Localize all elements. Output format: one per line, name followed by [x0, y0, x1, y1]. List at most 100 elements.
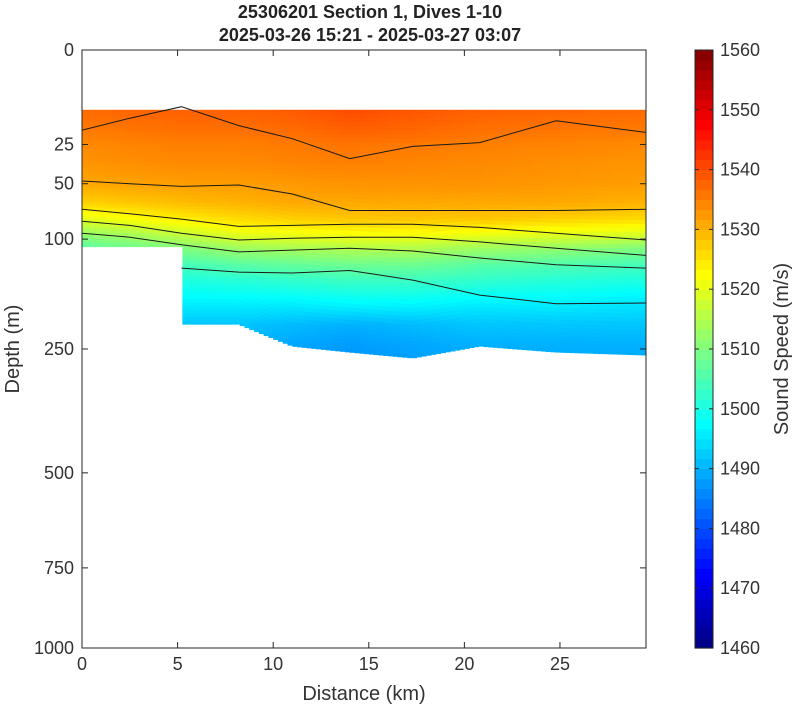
- field-cell: [158, 214, 164, 218]
- field-cell: [473, 133, 480, 139]
- field-cell: [187, 259, 193, 264]
- field-cell: [440, 178, 446, 184]
- field-cell: [392, 216, 399, 222]
- field-cell: [244, 236, 250, 242]
- field-cell: [430, 166, 437, 172]
- field-cell: [282, 140, 289, 146]
- field-cell: [96, 210, 102, 213]
- field-cell: [177, 125, 183, 129]
- field-cell: [368, 130, 375, 135]
- field-cell: [211, 209, 217, 214]
- field-cell: [206, 256, 212, 261]
- field-cell: [239, 239, 246, 244]
- field-cell: [378, 301, 384, 307]
- field-cell: [292, 176, 298, 182]
- field-cell: [402, 200, 408, 206]
- field-cell: [450, 154, 456, 159]
- field-cell: [473, 176, 480, 182]
- field-cell: [364, 109, 370, 115]
- field-cell: [120, 148, 126, 152]
- field-cell: [168, 148, 174, 152]
- field-cell: [421, 347, 427, 353]
- field-cell: [148, 178, 155, 182]
- field-cell: [215, 263, 222, 268]
- field-cell: [82, 226, 88, 229]
- field-cell: [335, 238, 341, 243]
- field-cell: [125, 194, 131, 197]
- field-cell: [306, 224, 313, 230]
- field-cell: [139, 148, 145, 152]
- field-cell: [120, 109, 126, 113]
- field-cell: [120, 123, 126, 127]
- field-cell: [220, 227, 226, 232]
- field-cell: [101, 148, 107, 152]
- field-cell: [306, 212, 313, 218]
- field-cell: [158, 125, 164, 129]
- field-cell: [411, 308, 418, 313]
- field-cell: [220, 259, 226, 264]
- field-cell: [397, 183, 403, 189]
- field-cell: [244, 178, 250, 183]
- field-cell: [182, 249, 188, 254]
- field-cell: [105, 116, 112, 120]
- field-cell: [306, 165, 313, 170]
- field-cell: [177, 112, 183, 115]
- field-cell: [311, 137, 317, 143]
- field-cell: [364, 158, 370, 164]
- field-cell: [125, 153, 131, 156]
- field-cell: [163, 212, 169, 216]
- field-cell: [416, 155, 422, 160]
- field-cell: [125, 185, 131, 188]
- field-cell: [450, 294, 456, 300]
- field-cell: [344, 339, 351, 345]
- field-cell: [239, 181, 246, 186]
- field-cell: [120, 139, 126, 143]
- field-cell: [435, 304, 442, 310]
- field-cell: [311, 193, 317, 198]
- field-cell: [134, 221, 140, 225]
- field-cell: [201, 252, 207, 257]
- field-cell: [469, 121, 475, 127]
- field-cell: [234, 199, 241, 204]
- field-cell: [86, 109, 93, 113]
- field-cell: [134, 237, 140, 241]
- field-cell: [445, 158, 451, 163]
- field-cell: [344, 258, 351, 264]
- field-cell: [163, 200, 169, 204]
- field-cell: [397, 113, 403, 119]
- field-cell: [172, 143, 179, 147]
- field-cell: [325, 333, 332, 339]
- field-cell: [234, 277, 241, 282]
- field-cell: [139, 219, 145, 223]
- field-cell: [292, 204, 298, 209]
- field-cell: [254, 180, 260, 185]
- field-cell: [454, 193, 461, 199]
- field-cell: [435, 121, 442, 127]
- field-cell: [82, 214, 88, 218]
- field-cell: [201, 199, 207, 204]
- field-cell: [153, 146, 160, 150]
- field-cell: [249, 161, 255, 166]
- field-cell: [139, 187, 145, 191]
- field-cell: [144, 180, 150, 184]
- field-cell: [82, 143, 88, 147]
- field-cell: [86, 118, 93, 122]
- field-cell: [163, 198, 169, 202]
- field-cell: [153, 175, 160, 179]
- field-cell: [177, 244, 183, 248]
- field-cell: [101, 223, 107, 227]
- field-cell: [134, 241, 140, 245]
- field-cell: [101, 175, 107, 179]
- field-cell: [215, 288, 222, 293]
- field-cell: [201, 306, 207, 311]
- field-cell: [201, 156, 207, 161]
- field-cell: [201, 299, 207, 304]
- field-cell: [125, 141, 131, 145]
- field-cell: [263, 147, 270, 152]
- field-cell: [86, 219, 93, 223]
- field-cell: [325, 117, 332, 123]
- field-cell: [215, 299, 222, 304]
- field-cell: [368, 325, 375, 331]
- field-cell: [421, 224, 427, 230]
